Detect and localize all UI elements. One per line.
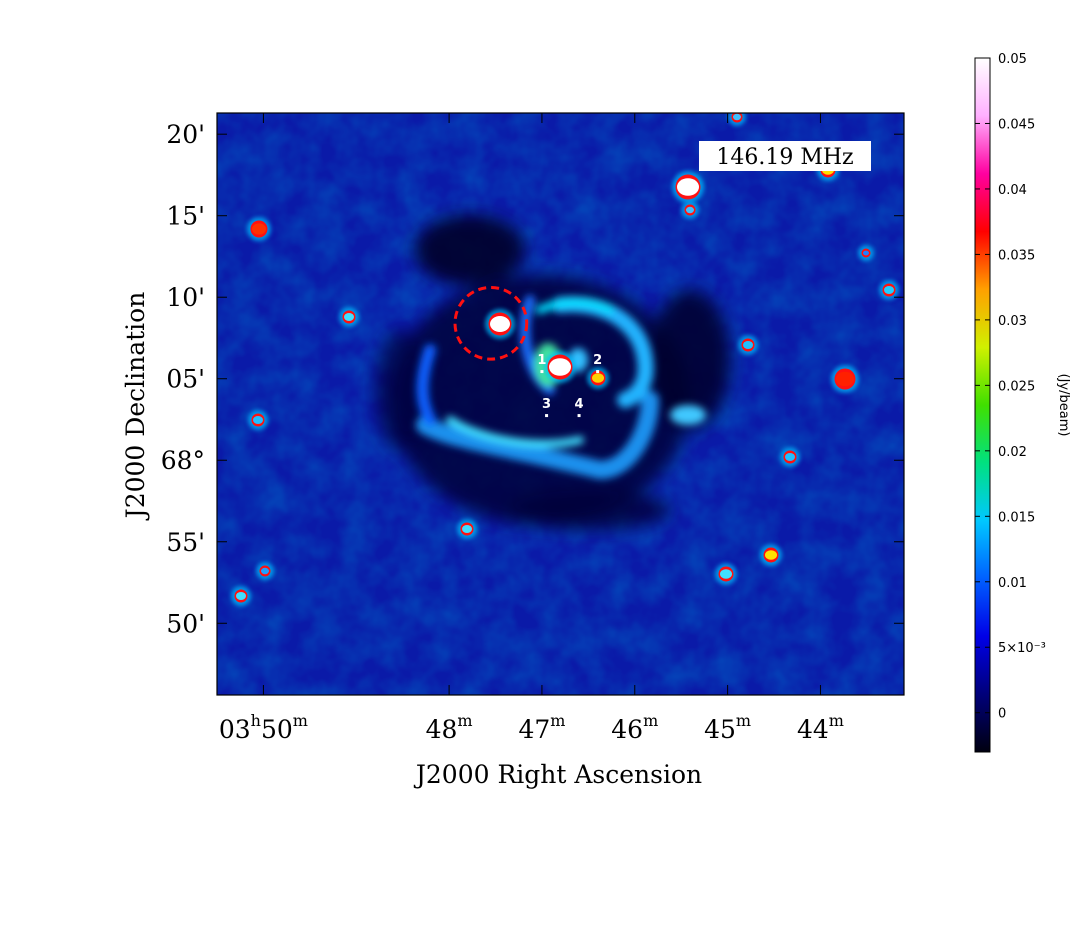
source-marker xyxy=(540,370,544,374)
point-source xyxy=(231,586,251,606)
negative-regions xyxy=(375,215,730,530)
point-source xyxy=(485,309,515,339)
point-source xyxy=(760,544,782,566)
x-tick-label: 47m xyxy=(518,711,565,744)
point-sources xyxy=(231,113,899,606)
x-tick-label: 48m xyxy=(426,711,473,744)
x-tick-label: 03h50m xyxy=(219,711,308,744)
point-source xyxy=(256,562,274,580)
point-source xyxy=(248,410,268,430)
y-axis: 20' 15' 10' 05' 68° 55' 50' xyxy=(161,120,904,638)
point-source xyxy=(587,367,609,389)
frequency-label: 146.19 MHz xyxy=(716,145,853,170)
source-label: 3 xyxy=(542,397,551,412)
source-label: 2 xyxy=(593,353,602,368)
point-source xyxy=(715,563,737,585)
source-marker xyxy=(596,370,600,374)
y-tick-label: 55' xyxy=(166,528,205,557)
point-source xyxy=(858,245,874,261)
y-axis-title: J2000 Declination xyxy=(121,292,150,522)
source-marker xyxy=(577,414,581,418)
source-marker xyxy=(545,414,549,418)
source-label: 4 xyxy=(575,397,584,412)
colorbar-tick-label: 0 xyxy=(998,707,1006,722)
sky-image xyxy=(217,113,904,695)
point-source xyxy=(544,351,576,383)
colorbar-tick-label: 0.015 xyxy=(998,510,1035,525)
colorbar-gradient xyxy=(974,57,991,753)
x-axis-title: J2000 Right Ascension xyxy=(413,760,702,789)
y-tick-label: 20' xyxy=(166,120,205,149)
point-source xyxy=(780,447,800,467)
x-axis: 03h50m 48m 47m 46m 45m 44m xyxy=(219,113,844,744)
source-label: 1 xyxy=(537,353,546,368)
plot-frame xyxy=(216,112,905,696)
point-source xyxy=(879,280,899,300)
colorbar-tick-label: 0.03 xyxy=(998,314,1027,329)
point-source xyxy=(738,335,758,355)
y-tick-label: 10' xyxy=(166,283,205,312)
point-source xyxy=(728,113,746,126)
colorbar-ticks: 0.05 0.045 0.04 0.035 0.03 0.025 0.02 0.015 0.01… xyxy=(975,52,1046,722)
highlight-circle xyxy=(453,285,529,361)
colorbar: 0.05 0.045 0.04 0.035 0.03 0.025 0.02 0.015 0.01… xyxy=(974,52,1071,753)
point-source xyxy=(831,365,859,393)
highlight-circle-layer xyxy=(453,285,529,361)
y-tick-label: 68° xyxy=(161,446,205,475)
x-tick-label: 46m xyxy=(611,711,658,744)
point-source xyxy=(672,171,704,203)
colorbar-unit-label: (Jy/beam) xyxy=(1056,374,1071,437)
y-tick-label: 50' xyxy=(166,609,205,638)
colorbar-tick-label: 0.05 xyxy=(998,52,1027,67)
colorbar-tick-label: 0.01 xyxy=(998,576,1027,591)
point-source xyxy=(681,201,699,219)
colorbar-tick-label: 0.04 xyxy=(998,183,1027,198)
x-tick-label: 44m xyxy=(797,711,844,744)
colorbar-tick-label: 0.025 xyxy=(998,379,1035,394)
x-tick-label: 45m xyxy=(704,711,751,744)
y-tick-label: 05' xyxy=(166,365,205,394)
y-tick-label: 15' xyxy=(166,202,205,231)
source-labels: 1 2 3 4 xyxy=(537,353,602,418)
point-source xyxy=(339,307,359,327)
point-source xyxy=(247,217,271,241)
colorbar-tick-label: 0.02 xyxy=(998,445,1027,460)
colorbar-tick-label: 0.045 xyxy=(998,117,1035,132)
frequency-label-box: 146.19 MHz xyxy=(699,141,871,171)
colorbar-tick-label: 0.035 xyxy=(998,248,1035,263)
colorbar-tick-label: 5×10⁻³ xyxy=(998,641,1046,656)
point-source xyxy=(457,519,477,539)
